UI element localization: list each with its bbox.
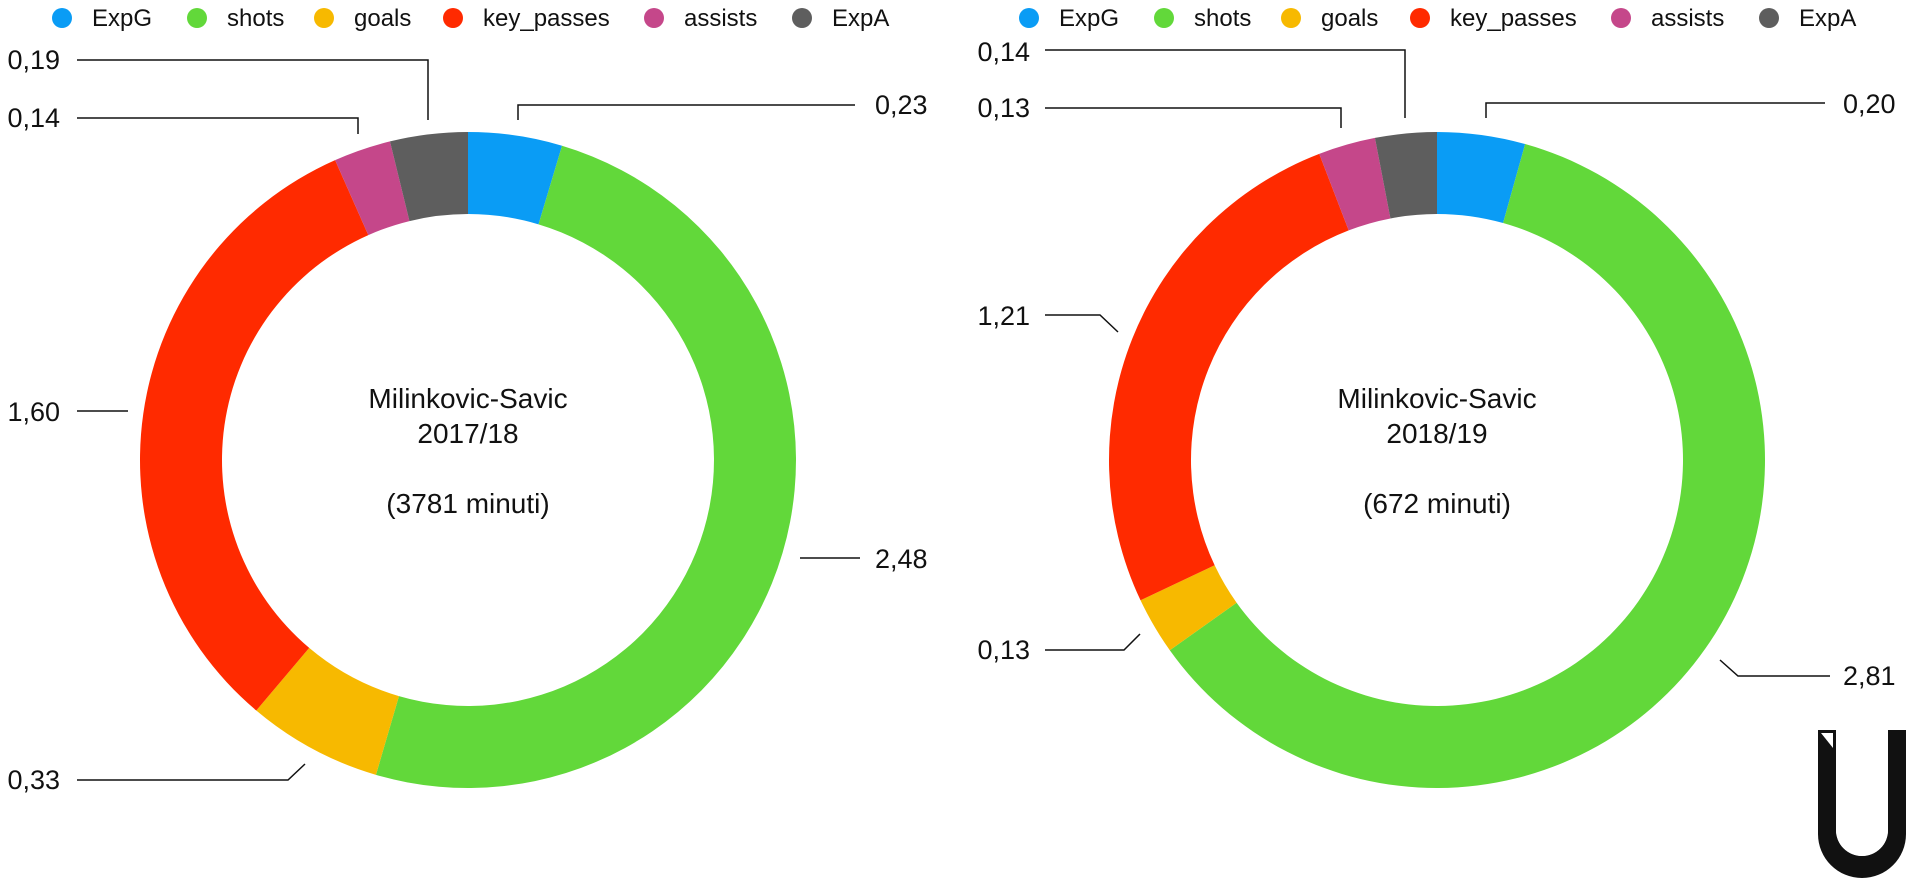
data-label-goals: 0,33 bbox=[7, 765, 60, 795]
data-label-goals: 0,13 bbox=[977, 635, 1030, 665]
legend-label-shots: shots bbox=[1194, 5, 1251, 32]
leader-line-ExpG bbox=[1485, 102, 1825, 118]
leader-line-assists bbox=[77, 117, 359, 134]
legend-marker-assists bbox=[1611, 8, 1631, 28]
legend-label-ExpG: ExpG bbox=[1059, 5, 1119, 32]
leader-line-assists bbox=[1045, 107, 1342, 128]
donut-chart-2018-19: 0,20 2,81 0,13 1,21 0,13 0,14 Milinkovic-Savi… bbox=[977, 37, 1896, 788]
data-label-ExpG: 0,20 bbox=[1843, 89, 1896, 119]
leader-line-key_passes bbox=[1045, 314, 1119, 333]
leader-line-ExpA bbox=[1045, 49, 1406, 118]
legend-marker-goals bbox=[1281, 8, 1301, 28]
legend-label-assists: assists bbox=[684, 5, 757, 32]
center-minutes: (3781 minuti) bbox=[386, 488, 549, 519]
donut-chart-2017-18: 0,23 2,48 0,33 1,60 0,14 0,19 Milinkovic-Savi… bbox=[7, 45, 927, 795]
legend-label-assists: assists bbox=[1651, 5, 1724, 32]
slice-goals bbox=[1140, 565, 1237, 651]
legend-label-key_passes: key_passes bbox=[1450, 5, 1577, 32]
slice-goals bbox=[256, 647, 399, 775]
data-label-ExpA: 0,14 bbox=[977, 37, 1030, 67]
slice-key_passes bbox=[1109, 153, 1349, 601]
leader-line-goals bbox=[77, 763, 306, 781]
leader-line-shots bbox=[1719, 659, 1830, 677]
legend-marker-key_passes bbox=[443, 8, 463, 28]
legend-marker-ExpA bbox=[1759, 8, 1779, 28]
data-label-shots: 2,48 bbox=[875, 544, 928, 574]
legend-label-ExpA: ExpA bbox=[832, 5, 889, 32]
legend-label-ExpA: ExpA bbox=[1799, 5, 1856, 32]
center-minutes: (672 minuti) bbox=[1363, 488, 1511, 519]
center-season: 2017/18 bbox=[417, 418, 518, 449]
legend-marker-assists bbox=[644, 8, 664, 28]
legend-right: ExpG shots goals key_passes assists ExpA bbox=[1019, 5, 1856, 32]
legend-marker-ExpG bbox=[52, 8, 72, 28]
leader-line-ExpG bbox=[517, 104, 855, 120]
legend-marker-goals bbox=[314, 8, 334, 28]
slice-ExpA bbox=[1374, 132, 1437, 219]
center-season: 2018/19 bbox=[1386, 418, 1487, 449]
slice-ExpG bbox=[468, 132, 563, 225]
u-logo-icon bbox=[1818, 730, 1906, 878]
legend-label-shots: shots bbox=[227, 5, 284, 32]
slice-ExpA bbox=[389, 132, 468, 222]
center-player: Milinkovic-Savic bbox=[368, 383, 567, 414]
leader-line-goals bbox=[1045, 633, 1141, 651]
legend-label-ExpG: ExpG bbox=[92, 5, 152, 32]
data-label-assists: 0,13 bbox=[977, 93, 1030, 123]
slice-assists bbox=[1319, 137, 1391, 231]
legend-marker-shots bbox=[187, 8, 207, 28]
data-label-key_passes: 1,21 bbox=[977, 301, 1030, 331]
slice-shots bbox=[375, 145, 796, 788]
data-label-shots: 2,81 bbox=[1843, 661, 1896, 691]
legend-marker-key_passes bbox=[1410, 8, 1430, 28]
data-label-key_passes: 1,60 bbox=[7, 397, 60, 427]
legend-label-key_passes: key_passes bbox=[483, 5, 610, 32]
legend-label-goals: goals bbox=[1321, 5, 1378, 32]
legend-marker-ExpG bbox=[1019, 8, 1039, 28]
legend-marker-shots bbox=[1154, 8, 1174, 28]
leader-line-ExpA bbox=[77, 59, 429, 120]
data-label-assists: 0,14 bbox=[7, 103, 60, 133]
legend-label-goals: goals bbox=[354, 5, 411, 32]
slice-key_passes bbox=[140, 160, 369, 711]
legend-marker-ExpA bbox=[792, 8, 812, 28]
data-label-ExpG: 0,23 bbox=[875, 90, 928, 120]
data-label-ExpA: 0,19 bbox=[7, 45, 60, 75]
legend-left: ExpG shots goals key_passes assists ExpA bbox=[52, 5, 889, 32]
slice-assists bbox=[335, 141, 410, 236]
center-player: Milinkovic-Savic bbox=[1337, 383, 1536, 414]
slice-ExpG bbox=[1437, 132, 1526, 224]
